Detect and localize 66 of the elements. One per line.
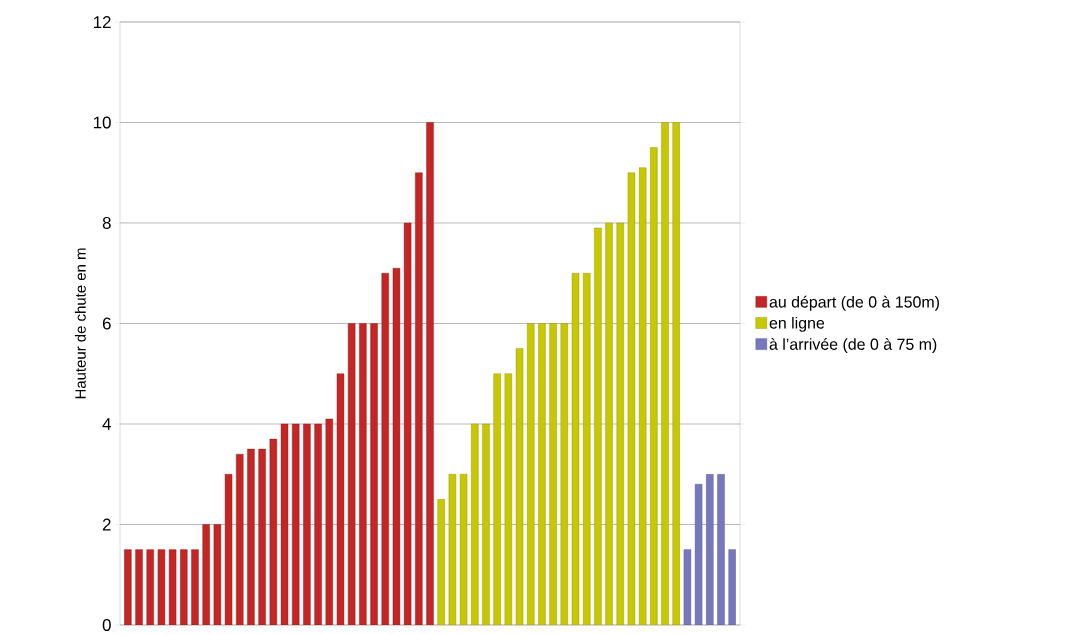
bar (213, 524, 222, 625)
bar (706, 474, 714, 625)
bar (415, 172, 423, 625)
bar (661, 122, 669, 625)
bar (437, 499, 445, 625)
bar (459, 474, 468, 625)
bar (280, 423, 289, 625)
bar (493, 373, 501, 625)
bar (236, 453, 244, 625)
y-tick-label: 2 (102, 518, 111, 531)
bar (482, 423, 490, 625)
legend-label: en ligne (769, 316, 825, 332)
bar (269, 438, 278, 625)
bar (683, 549, 692, 625)
bar (191, 549, 199, 625)
bar (571, 273, 580, 625)
y-tick-label: 0 (102, 618, 111, 631)
bar (728, 549, 736, 625)
bar (146, 549, 154, 625)
bar (504, 373, 513, 625)
bar (560, 323, 569, 625)
bar (202, 524, 210, 625)
y-tick-label: 8 (102, 216, 111, 229)
bar (638, 167, 647, 625)
bar (471, 423, 479, 625)
bar (594, 227, 602, 625)
legend-label: au départ (de 0 à 150m) (769, 295, 939, 311)
bar (582, 273, 591, 625)
bar (538, 323, 546, 625)
bar (347, 323, 356, 625)
bar (325, 418, 333, 625)
bar (627, 172, 636, 625)
bar (650, 147, 658, 625)
bar (247, 448, 255, 625)
y-tick-label: 10 (93, 116, 111, 129)
bar (605, 222, 613, 625)
y-tick-label: 6 (102, 317, 111, 330)
bar (694, 484, 703, 625)
bar (549, 323, 557, 625)
bar (381, 273, 389, 625)
y-tick-label: 12 (93, 16, 111, 28)
bar (168, 549, 177, 625)
bar (426, 122, 434, 625)
y-tick-label: 4 (102, 418, 111, 430)
y-axis-title: Hauteur de chute en m (74, 248, 86, 399)
bar (403, 222, 412, 625)
bar (527, 323, 535, 625)
bar (616, 222, 624, 625)
bar (157, 549, 166, 625)
bar (717, 474, 725, 625)
bar (314, 423, 322, 625)
bar (336, 373, 345, 625)
bar (359, 323, 367, 625)
bar (448, 474, 457, 625)
bar (180, 549, 188, 625)
bar (303, 423, 311, 625)
bar (135, 549, 143, 625)
bar (124, 549, 132, 625)
bar (515, 348, 524, 625)
bar (370, 323, 378, 625)
bar (392, 268, 401, 625)
legend-label: à l’arrivée (de 0 à 75 m) (769, 337, 937, 354)
bar (672, 122, 680, 625)
bar (258, 448, 266, 625)
bar (292, 423, 300, 625)
bar (224, 474, 233, 625)
